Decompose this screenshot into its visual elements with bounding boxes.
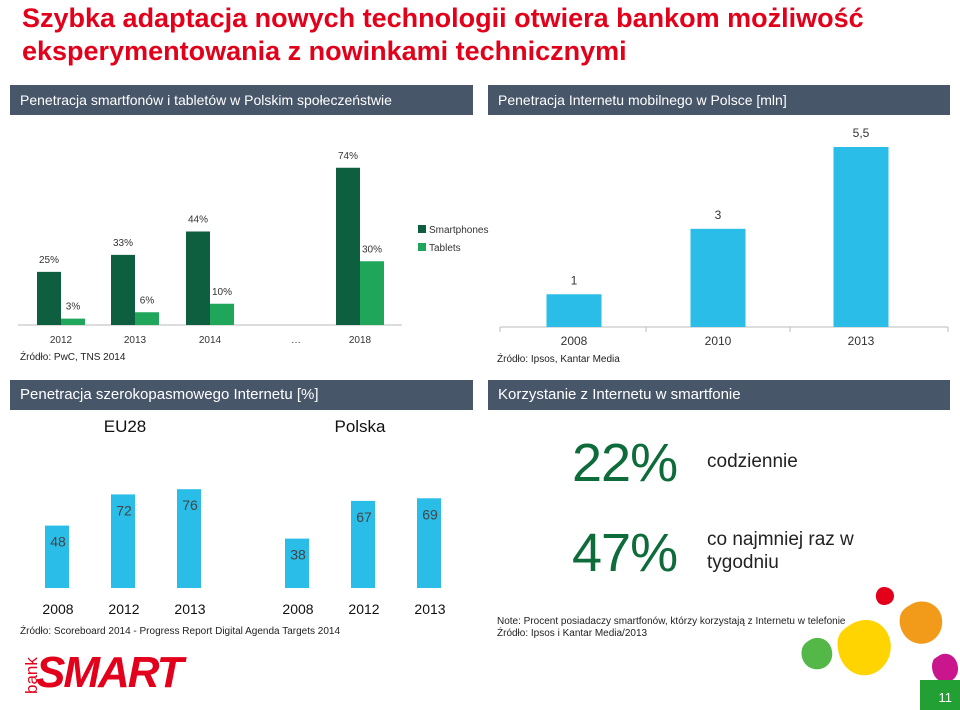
legend-swatch [418, 243, 426, 251]
smartphones-tablets-chart: 2012 25% 3% 2013 33% 6% 2014 44% 10% … 2018 74% 30% S… [18, 151, 488, 346]
broadband-x-tick: 2012 [348, 601, 379, 617]
chart1-data-label: 3% [66, 302, 81, 313]
legend-label: Tablets [429, 243, 461, 254]
broadband-x-tick: 2013 [174, 601, 205, 617]
page-number: 11 [920, 680, 960, 710]
broadband-group-label: Polska [334, 417, 386, 436]
chart2-data-label: 1 [571, 273, 578, 287]
usage-panel-header: Korzystanie z Internetu w smartfonie [488, 380, 950, 410]
chart1-data-label: 25% [39, 255, 59, 266]
mobile-internet-bar [546, 294, 602, 327]
tablets-bar [210, 303, 234, 325]
decorative-blobs [801, 586, 958, 683]
usage-note: Note: Procent posiadaczy smartfonów, któ… [497, 616, 846, 640]
mobile-internet-panel-header: Penetracja Internetu mobilnego w Polsce … [488, 85, 950, 115]
chart1-data-label: 10% [212, 287, 232, 298]
broadband-data-label: 76 [182, 497, 198, 513]
smartphones-bar [111, 254, 135, 325]
tablets-bar [360, 261, 384, 325]
logo-smart-text: SMART [36, 648, 184, 697]
smartphones-bar [186, 231, 210, 325]
red-blob [875, 586, 894, 606]
broadband-bar [45, 525, 69, 588]
chart2-x-tick: 2010 [705, 334, 732, 348]
smartphones-panel-header: Penetracja smartfonów i tabletów w Polsk… [10, 85, 473, 115]
chart2-x-tick: 2013 [848, 334, 875, 348]
mobile-internet-bar [690, 228, 746, 327]
chart1-data-label: 44% [188, 215, 208, 226]
banksmart-logo: bank SMART [22, 648, 184, 698]
broadband-panel-header: Penetracja szerokopasmowego Internetu [%… [10, 380, 473, 410]
usage-daily-value: 22% [572, 433, 678, 493]
usage-daily-label: codziennie [707, 451, 798, 472]
chart1-x-tick: 2012 [50, 335, 73, 346]
chart1-x-tick: 2013 [124, 335, 147, 346]
usage-note-line: Note: Procent posiadaczy smartfonów, któ… [497, 616, 846, 627]
orange-blob [899, 601, 943, 644]
chart2-data-label: 3 [715, 208, 722, 222]
broadband-data-label: 72 [116, 502, 132, 518]
page-title: Szybka adaptacja nowych technologii otwi… [22, 3, 864, 66]
chart2-x-tick: 2008 [561, 334, 588, 348]
usage-weekly-value: 47% [572, 523, 678, 583]
broadband-data-label: 69 [422, 506, 438, 522]
chart1-x-tick: 2018 [349, 335, 372, 346]
smartphones-source: Źródło: PwC, TNS 2014 [20, 352, 126, 363]
chart1-data-label: 74% [338, 151, 358, 162]
green-blob [801, 637, 833, 670]
legend-label: Smartphones [429, 225, 488, 236]
mobile-internet-source: Źródło: Ipsos, Kantar Media [497, 354, 620, 365]
broadband-x-tick: 2008 [42, 601, 73, 617]
broadband-x-tick: 2012 [108, 601, 139, 617]
yellow-blob [837, 620, 891, 676]
smartphones-bar [37, 271, 61, 325]
broadband-bar [351, 500, 375, 588]
broadband-group-label: EU28 [104, 417, 147, 436]
broadband-data-label: 38 [290, 547, 306, 563]
broadband-bar [417, 498, 441, 588]
smartphones-bar [336, 167, 360, 325]
chart1-x-tick: … [291, 335, 301, 346]
chart1-data-label: 6% [140, 295, 155, 306]
usage-weekly-label: co najmniej raz w tygodniu [707, 529, 854, 573]
chart1-data-label: 30% [362, 244, 382, 255]
usage-source-line: Źródło: Ipsos i Kantar Media/2013 [497, 628, 648, 639]
broadband-chart: EU28 48 2008 72 2012 76 2013 Polska 38 2008 67 2012… [42, 417, 445, 617]
tablets-bar [135, 312, 159, 325]
broadband-data-label: 48 [50, 534, 66, 550]
mobile-internet-chart: 1 2008 3 2010 5,5 2013 [499, 126, 949, 348]
chart1-x-tick: 2014 [199, 335, 222, 346]
broadband-bar [111, 494, 135, 588]
chart2-data-label: 5,5 [853, 126, 870, 140]
dark-blob [932, 653, 958, 683]
tablets-bar [61, 318, 85, 325]
chart1-data-label: 33% [113, 238, 133, 249]
mobile-internet-bar [833, 147, 889, 327]
legend-swatch [418, 225, 426, 233]
broadband-bar [285, 538, 309, 588]
broadband-data-label: 67 [356, 509, 372, 525]
broadband-x-tick: 2013 [414, 601, 445, 617]
broadband-source: Źródło: Scoreboard 2014 - Progress Repor… [20, 626, 341, 637]
broadband-x-tick: 2008 [282, 601, 313, 617]
broadband-bar [177, 489, 201, 588]
